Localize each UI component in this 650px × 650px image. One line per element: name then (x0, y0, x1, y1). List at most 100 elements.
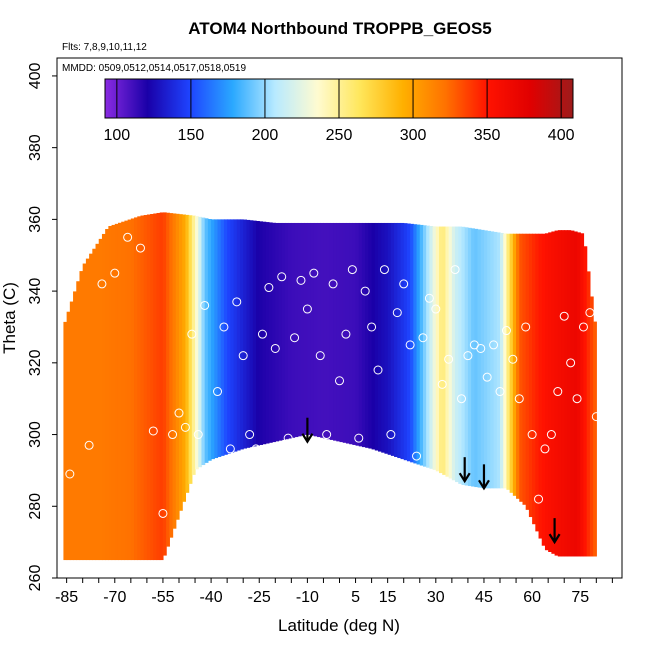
observation-point (534, 494, 544, 504)
colorbar-ticks: 100 150 200 250 300 350 400 (103, 79, 575, 144)
field-column (95, 243, 100, 561)
field-column (519, 233, 524, 502)
theta-field (63, 212, 597, 561)
field-column (352, 222, 357, 445)
observation-point (578, 322, 588, 332)
x-tick-label: 30 (427, 589, 445, 606)
field-column (426, 225, 430, 468)
observation-point (354, 433, 364, 443)
observation-point (482, 372, 492, 382)
observation-point (540, 444, 550, 454)
observation-point (84, 440, 94, 450)
field-column (140, 215, 145, 561)
observation-points (65, 232, 601, 518)
observation-point (399, 279, 409, 289)
field-column (272, 222, 276, 443)
field-column (326, 222, 331, 440)
field-column (493, 231, 498, 489)
field-column (188, 215, 193, 484)
field-column (394, 222, 398, 457)
field-column (458, 226, 463, 484)
observation-point (379, 265, 389, 275)
field-column (284, 222, 289, 440)
observation-point (347, 265, 357, 275)
field-column (66, 311, 71, 561)
field-column (127, 219, 132, 561)
observation-point (296, 275, 306, 285)
field-column (445, 226, 450, 477)
field-column (551, 231, 556, 554)
field-column (98, 238, 103, 561)
field-column (159, 212, 164, 561)
observation-point (559, 311, 569, 321)
field-column (413, 224, 418, 464)
field-column (400, 222, 405, 460)
field-column (227, 219, 231, 454)
field-column (198, 216, 203, 468)
field-column (461, 226, 466, 486)
field-column (256, 220, 260, 446)
observation-point (270, 343, 280, 353)
observation-point (187, 329, 197, 339)
field-column (220, 219, 225, 456)
field-column (63, 321, 68, 561)
x-tick-label: -10 (296, 589, 319, 606)
field-column (146, 214, 151, 561)
field-column (419, 224, 424, 466)
field-column (121, 221, 126, 561)
field-column (374, 222, 379, 451)
colorbar-tick-label: 100 (103, 127, 130, 144)
field-column (175, 213, 180, 520)
x-tick-label: -85 (55, 589, 78, 606)
x-tick-label: 75 (571, 589, 589, 606)
field-column (265, 222, 270, 444)
observation-point (501, 326, 511, 336)
field-column (89, 253, 93, 561)
observation-point (290, 333, 300, 343)
observation-point (476, 343, 486, 353)
field-column (503, 233, 508, 489)
field-column (252, 220, 257, 447)
field-column (455, 226, 459, 483)
observation-point (213, 387, 223, 397)
field-column (69, 301, 74, 561)
y-tick-label: 400 (27, 62, 44, 89)
field-column (323, 222, 328, 439)
dates-note: MMDD: 0509,0512,0514,0517,0518,0519 (62, 63, 246, 74)
down-arrow-icon (478, 464, 490, 491)
observation-point (97, 279, 107, 289)
field-column (490, 231, 495, 489)
observation-point (110, 268, 120, 278)
field-column (134, 217, 138, 561)
field-column (564, 230, 569, 557)
field-column (137, 216, 142, 561)
plot-area (56, 57, 623, 579)
observation-point (456, 394, 466, 404)
x-axis-title: Latitude (deg N) (278, 616, 400, 635)
field-column (345, 222, 350, 444)
field-column (249, 220, 254, 448)
field-column (156, 212, 161, 561)
observation-point (335, 376, 344, 386)
field-column (429, 226, 434, 469)
field-column (101, 233, 106, 561)
field-column (541, 233, 546, 546)
observation-point (444, 354, 454, 364)
observation-point (283, 433, 293, 443)
field-column (522, 233, 527, 505)
field-column (506, 233, 511, 490)
down-arrow-icon (458, 457, 471, 484)
observation-point (514, 394, 524, 404)
field-column (201, 217, 206, 466)
observation-point (264, 283, 274, 293)
colorbar-tick-label: 300 (400, 127, 427, 144)
observation-point (322, 430, 332, 440)
field-column (166, 212, 170, 547)
observation-point (572, 394, 582, 404)
field-column (355, 222, 360, 446)
field-column (79, 271, 84, 561)
field-column (105, 229, 109, 561)
field-column (567, 230, 572, 557)
observation-point (437, 379, 447, 389)
